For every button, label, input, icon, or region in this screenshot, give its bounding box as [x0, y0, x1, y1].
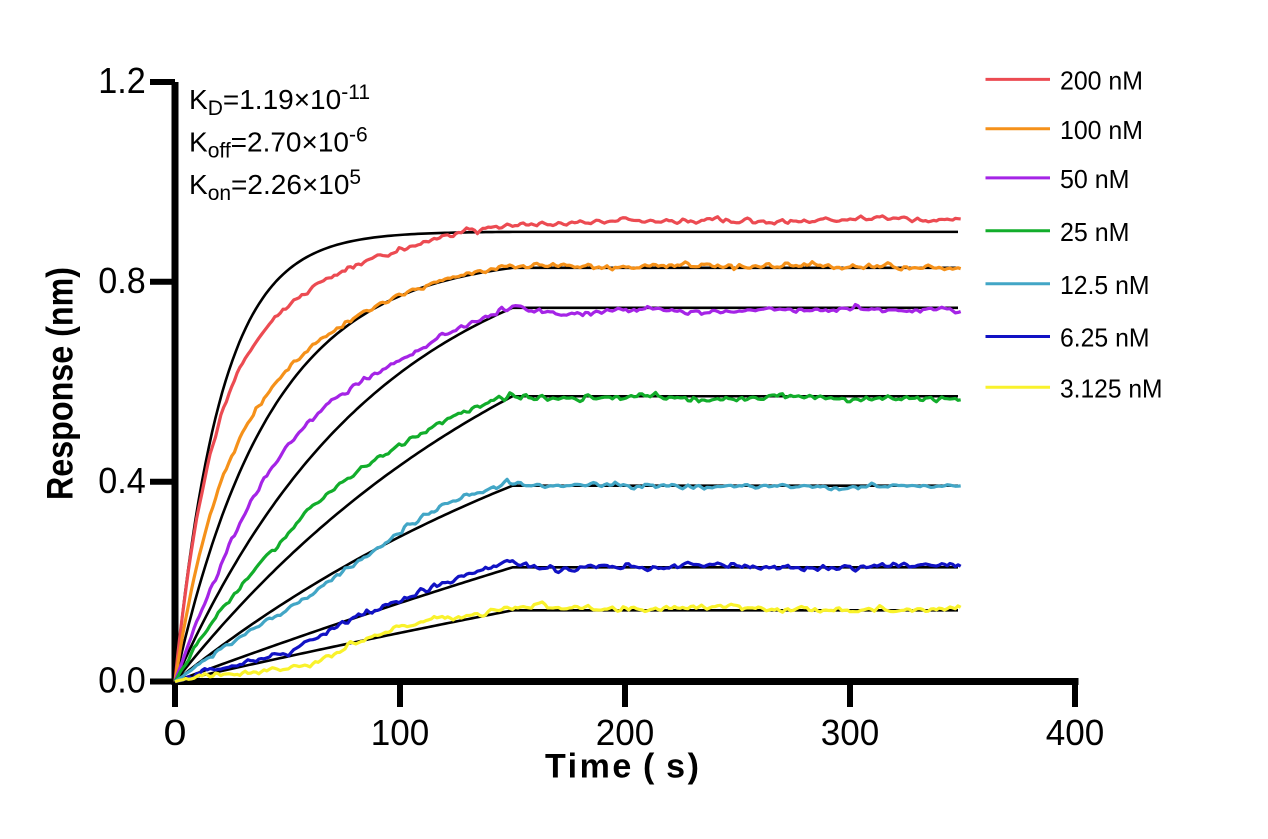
svg-text:3.125 nM: 3.125 nM	[1060, 374, 1163, 404]
svg-text:6.25 nM: 6.25 nM	[1060, 323, 1150, 353]
svg-text:0.4: 0.4	[98, 460, 146, 501]
svg-text:0: 0	[164, 712, 187, 753]
svg-text:400: 400	[1046, 712, 1105, 753]
svg-text:100 nM: 100 nM	[1060, 115, 1143, 145]
svg-text:12.5 nM: 12.5 nM	[1060, 270, 1150, 300]
svg-text:25 nM: 25 nM	[1060, 217, 1130, 247]
svg-text:1.2: 1.2	[98, 60, 146, 101]
svg-text:50 nM: 50 nM	[1060, 164, 1130, 194]
svg-text:100: 100	[371, 712, 430, 753]
svg-text:0.0: 0.0	[98, 660, 146, 701]
svg-text:200: 200	[596, 712, 655, 753]
svg-text:Koff=2.70×10-6: Koff=2.70×10-6	[189, 124, 368, 163]
svg-text:0.8: 0.8	[98, 260, 146, 301]
svg-text:200 nM: 200 nM	[1060, 66, 1143, 96]
svg-text:300: 300	[821, 712, 880, 753]
svg-text:Response (nm): Response (nm)	[40, 267, 81, 500]
svg-text:Time ( s): Time ( s)	[545, 748, 701, 786]
